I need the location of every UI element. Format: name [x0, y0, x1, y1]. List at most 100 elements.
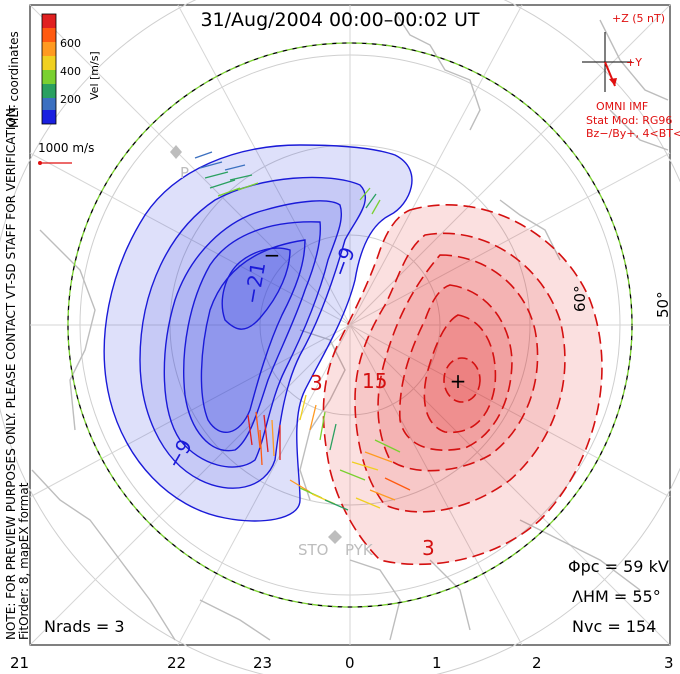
- colorbar-swatch: [42, 14, 56, 28]
- vector-cluster: [247, 411, 281, 466]
- velocity-vector: [364, 451, 393, 463]
- vector-cluster: [194, 151, 259, 197]
- mlt-tick: 3: [664, 654, 674, 672]
- station-label-p: P: [180, 164, 189, 182]
- contour-label: 15: [362, 369, 387, 393]
- velocity-vector: [263, 414, 269, 453]
- coastline: [599, 19, 669, 101]
- pos-contour-outer: [322, 204, 603, 566]
- colorbar-frame: [41, 13, 57, 125]
- colorbar-tick: 400: [60, 65, 81, 78]
- lat-label-50: 50°: [654, 291, 672, 318]
- station-marker: [328, 530, 342, 544]
- velocity-vector: [271, 419, 275, 457]
- station-markers: [170, 145, 342, 544]
- vector-scale-dot: [38, 161, 42, 165]
- velocity-vectors: [194, 151, 411, 511]
- colorbar-swatch: [42, 84, 56, 98]
- velocity-vector: [351, 461, 379, 471]
- mlt-tick: 21: [10, 654, 29, 672]
- velocity-vector: [339, 469, 366, 481]
- coastline: [609, 109, 669, 151]
- imf-stat-mod: Stat Mod: RG96: [586, 114, 672, 127]
- colorbar-swatch: [42, 110, 56, 124]
- velocity-colorbar: [41, 13, 57, 125]
- vector-scale-label: 1000 m/s: [38, 141, 94, 155]
- mlt-tick: 2: [532, 654, 542, 672]
- colorbar-label: Vel [m/s]: [88, 51, 101, 100]
- colorbar-swatch: [42, 98, 56, 110]
- pos-contour-inner: [423, 314, 497, 434]
- colorbar-swatch: [42, 70, 56, 84]
- contour-label: 3: [310, 371, 323, 395]
- velocity-vector: [224, 164, 246, 171]
- velocity-vector: [259, 429, 263, 466]
- neg-contour-inner: [221, 247, 291, 330]
- preview-notice: NOTE: FOR PREVIEW PURPOSES ONLY. PLEASE …: [4, 104, 18, 640]
- velocity-vector: [374, 439, 401, 453]
- meridian: [29, 152, 671, 498]
- contour-label: 3: [422, 536, 435, 560]
- neg-contour: [139, 176, 367, 489]
- coastline: [39, 229, 96, 431]
- coastline: [429, 559, 471, 631]
- phi-pc: Φpc = 59 kV: [568, 557, 669, 576]
- imf-arrowhead: [609, 78, 617, 86]
- velocity-vector: [309, 404, 317, 431]
- colorbar-tick: 600: [60, 37, 81, 50]
- colorbar-swatch: [42, 28, 56, 42]
- map-title: 31/Aug/2004 00:00–00:02 UT: [200, 9, 479, 31]
- mlt-tick: 1: [432, 654, 442, 672]
- n-rads: Nrads = 3: [44, 617, 125, 636]
- mlt-axis: 21 22 23 0 1 2 3: [10, 654, 674, 672]
- fit-order: FitOrder: 8, mapEX format: [17, 482, 31, 640]
- pos-contour-core: [443, 357, 481, 403]
- velocity-vector: [199, 161, 223, 169]
- lat-label-60: 60°: [571, 285, 589, 312]
- coastline: [299, 329, 346, 501]
- coastline: [499, 199, 561, 261]
- vector-cluster: [289, 394, 411, 511]
- positive-convection-cell: [322, 204, 603, 566]
- coastline: [519, 519, 641, 591]
- velocity-vector: [299, 394, 307, 421]
- vector-cluster: [359, 187, 381, 215]
- velocity-vector: [237, 182, 259, 191]
- potential-min-marker: −: [264, 243, 281, 267]
- velocity-vector: [324, 499, 349, 511]
- colorbar-swatch: [42, 56, 56, 70]
- velocity-vector: [217, 187, 241, 197]
- velocity-vector: [229, 174, 253, 181]
- imf-y-label: +Y: [626, 56, 642, 69]
- velocity-vector: [255, 411, 261, 449]
- negative-convection-cell: [103, 144, 413, 522]
- coastline: [394, 11, 481, 131]
- mlt-tick: 22: [167, 654, 186, 672]
- velocity-vector: [209, 179, 236, 189]
- velocity-vector: [371, 199, 381, 215]
- pos-contour: [398, 284, 513, 451]
- colorbar-swatch: [42, 42, 56, 56]
- meridian-grid: [29, 4, 671, 646]
- imf-condition: Bz−/By+, 4<BT<6: [586, 127, 680, 140]
- velocity-vector: [289, 479, 311, 493]
- mlt-tick: 23: [253, 654, 272, 672]
- station-label-sto: STO: [298, 541, 329, 559]
- imf-clock: [582, 32, 632, 92]
- coastline: [31, 469, 176, 641]
- coastlines: [31, 11, 669, 641]
- velocity-vector: [369, 489, 396, 501]
- velocity-vector: [359, 187, 371, 201]
- imf-source: OMNI IMF: [596, 100, 648, 113]
- potential-max-marker: +: [450, 369, 467, 393]
- neg-contour: [200, 239, 306, 433]
- velocity-vector: [204, 171, 229, 179]
- lambda-hm: ΛHM = 55°: [572, 587, 661, 606]
- neg-contour: [183, 221, 322, 452]
- imf-z-label: +Z (5 nT): [612, 12, 665, 25]
- velocity-vector: [365, 193, 377, 209]
- velocity-vector: [384, 477, 411, 491]
- station-label-pyk: PYK: [345, 541, 374, 559]
- velocity-vector: [194, 151, 213, 159]
- n-vc: Nvc = 154: [572, 617, 656, 636]
